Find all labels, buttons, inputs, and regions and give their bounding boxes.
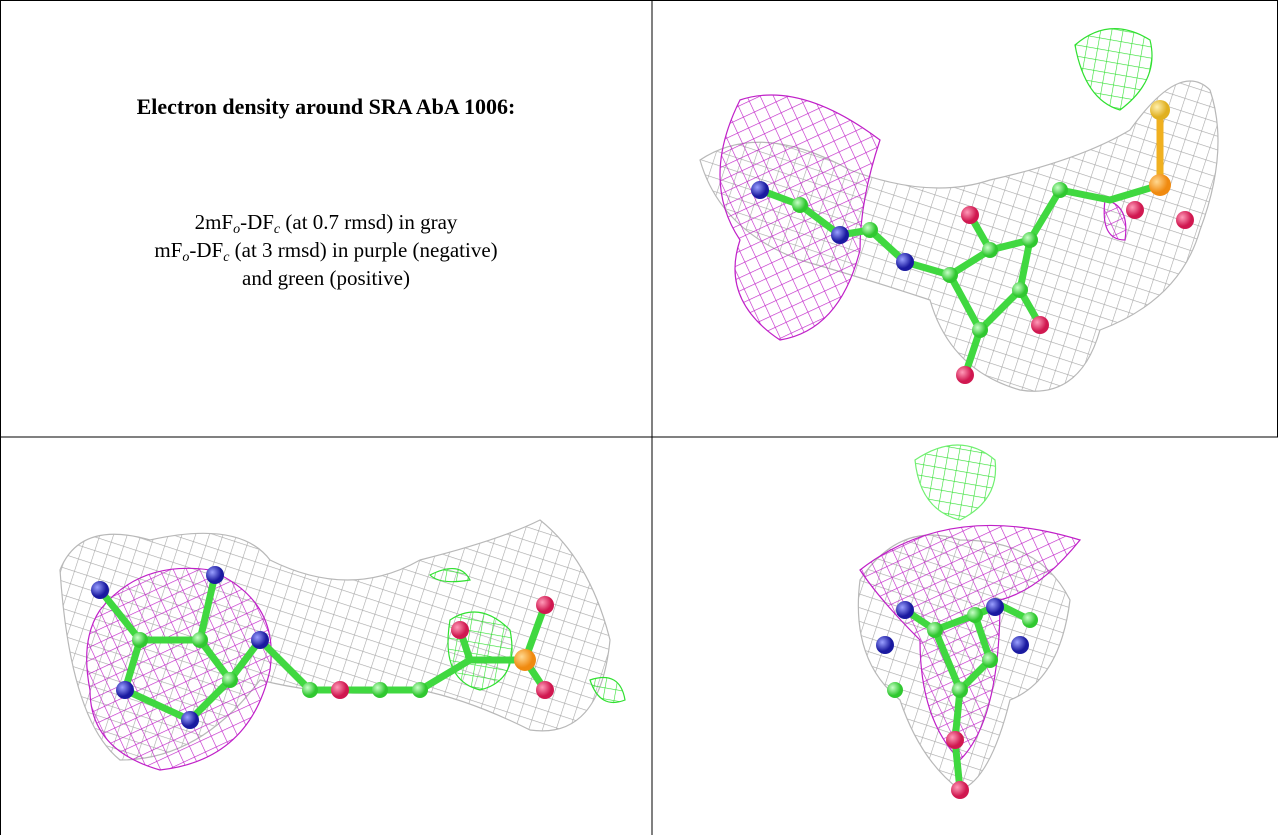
atom (514, 649, 536, 671)
atom (927, 622, 943, 638)
atom (192, 632, 208, 648)
atom (1150, 100, 1170, 120)
atom (536, 681, 554, 699)
atom (222, 672, 238, 688)
atom (982, 242, 998, 258)
atom (206, 566, 224, 584)
atom (1052, 182, 1068, 198)
atom (946, 731, 964, 749)
legend-text: -DF (240, 210, 274, 234)
mesh (915, 445, 996, 520)
atom (91, 581, 109, 599)
atom (536, 596, 554, 614)
legend-text: 2mF (195, 210, 234, 234)
atom (372, 682, 388, 698)
atom (1031, 316, 1049, 334)
atom (876, 636, 894, 654)
legend-text: -DF (189, 238, 223, 262)
atom (952, 682, 968, 698)
atom (942, 267, 958, 283)
mesh (590, 678, 625, 703)
atom (1022, 612, 1038, 628)
panels (0, 0, 1278, 835)
legend-line: and green (positive) (0, 264, 652, 292)
atom (967, 607, 983, 623)
atom (1012, 282, 1028, 298)
mesh (1075, 29, 1152, 110)
atom (412, 682, 428, 698)
legend-text: mF (154, 238, 182, 262)
atom (1126, 201, 1144, 219)
figure: Electron density around SRA AbA 1006: 2m… (0, 0, 1278, 835)
atom (1022, 232, 1038, 248)
atom (1011, 636, 1029, 654)
legend-text: (at 3 rmsd) in purple (negative) (229, 238, 497, 262)
atom (961, 206, 979, 224)
mesh (87, 568, 272, 770)
atom (956, 366, 974, 384)
mesh (720, 95, 880, 340)
atom (251, 631, 269, 649)
atom (331, 681, 349, 699)
density-images (60, 29, 1218, 799)
legend-line: mFo-DFc (at 3 rmsd) in purple (negative) (0, 236, 652, 264)
atom (972, 322, 988, 338)
atom (132, 632, 148, 648)
atom (887, 682, 903, 698)
title: Electron density around SRA AbA 1006: (0, 94, 652, 120)
atom (896, 253, 914, 271)
atom (862, 222, 878, 238)
atom (302, 682, 318, 698)
legend-text: (at 0.7 rmsd) in gray (280, 210, 457, 234)
legend-line: 2mFo-DFc (at 0.7 rmsd) in gray (0, 208, 652, 236)
atom (831, 226, 849, 244)
atom (951, 781, 969, 799)
atom (982, 652, 998, 668)
atom (896, 601, 914, 619)
atom (792, 197, 808, 213)
atom (181, 711, 199, 729)
atom (751, 181, 769, 199)
atom (116, 681, 134, 699)
atom (986, 598, 1004, 616)
atom (1149, 174, 1171, 196)
atom (1176, 211, 1194, 229)
legend-text: and green (positive) (242, 266, 410, 290)
atom (451, 621, 469, 639)
